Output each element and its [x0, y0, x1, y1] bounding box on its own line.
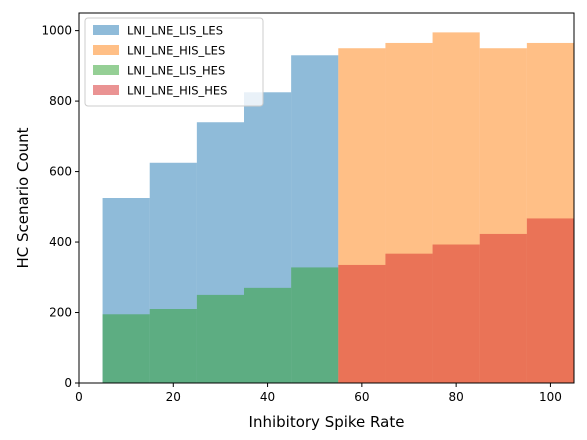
bar-LNI_LNE_HIS_HES-3 — [479, 233, 527, 383]
x-tick-label: 0 — [75, 390, 83, 404]
legend-label: LNI_LNE_HIS_HES — [127, 84, 227, 98]
y-tick-label: 400 — [49, 235, 72, 249]
y-tick-label: 1000 — [41, 24, 72, 38]
legend-label: LNI_LNE_LIS_HES — [127, 64, 225, 78]
legend: LNI_LNE_LIS_LES LNI_LNE_HIS_LES LNI_LNE_LI… — [84, 17, 264, 107]
y-tick-label: 800 — [49, 94, 72, 108]
bar-LNI_LNE_LIS_HES-1 — [149, 309, 197, 383]
x-axis-ticks: 0 20 40 60 80 100 — [75, 383, 562, 404]
bar-LNI_LNE_HIS_HES-1 — [385, 253, 433, 383]
x-tick-label: 60 — [354, 390, 369, 404]
legend-label: LNI_LNE_HIS_LES — [127, 44, 225, 58]
bar-LNI_LNE_LIS_HES-3 — [244, 287, 292, 383]
legend-swatch — [93, 25, 119, 35]
bar-LNI_LNE_LIS_HES-0 — [102, 314, 150, 383]
legend-box — [84, 17, 264, 107]
bar-LNI_LNE_LIS_HES-4 — [291, 267, 339, 383]
y-axis-ticks: 0 200 400 600 800 1000 — [41, 24, 79, 390]
legend-swatch — [93, 45, 119, 55]
x-tick-label: 80 — [449, 390, 464, 404]
legend-swatch — [93, 65, 119, 75]
y-tick-label: 600 — [49, 165, 72, 179]
x-tick-label: 100 — [539, 390, 562, 404]
x-tick-label: 40 — [260, 390, 275, 404]
plot-frame — [78, 12, 575, 384]
bars-layer — [102, 32, 574, 384]
series-LNI_LNE_HIS_HES — [338, 218, 574, 383]
bar-LNI_LNE_HIS_HES-2 — [432, 244, 480, 383]
y-tick-label: 200 — [49, 306, 72, 320]
series-LNI_LNE_LIS_HES — [102, 267, 339, 383]
legend-label: LNI_LNE_LIS_LES — [127, 24, 223, 38]
y-tick-label: 0 — [64, 376, 72, 390]
x-axis-label: Inhibitory Spike Rate — [249, 413, 405, 431]
bar-LNI_LNE_HIS_HES-0 — [338, 264, 386, 383]
bar-LNI_LNE_LIS_HES-2 — [196, 294, 244, 383]
y-axis-label: HC Scenario Count — [14, 127, 32, 268]
legend-swatch — [93, 85, 119, 95]
bar-LNI_LNE_HIS_HES-4 — [526, 218, 574, 383]
x-tick-label: 20 — [166, 390, 181, 404]
